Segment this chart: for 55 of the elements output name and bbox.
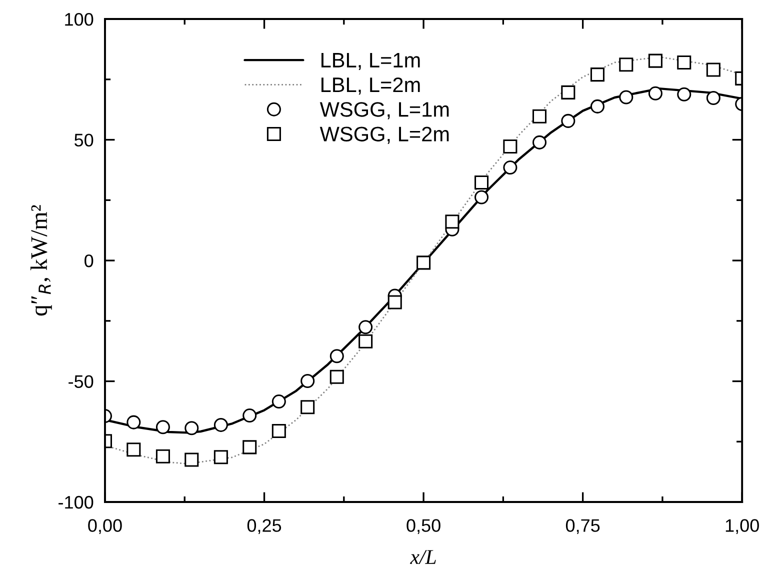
point [300, 400, 315, 414]
point [358, 320, 373, 334]
point [214, 450, 228, 464]
x-axis-title: x/L [410, 550, 436, 564]
point [126, 442, 141, 457]
y-tick-label: -50 [68, 375, 94, 388]
point [619, 90, 634, 104]
point [590, 99, 604, 114]
y-tick-label: 100 [65, 12, 94, 26]
y-tick-label: 0 [84, 254, 94, 268]
point [330, 349, 344, 364]
point [648, 54, 662, 68]
point [706, 62, 720, 77]
point [503, 140, 518, 154]
point [272, 424, 286, 438]
point [242, 408, 257, 423]
point [677, 55, 692, 70]
point [330, 370, 344, 384]
point [300, 374, 315, 388]
point [126, 415, 141, 430]
point [532, 109, 547, 124]
y-tick-label: 50 [74, 134, 94, 146]
point [416, 256, 431, 270]
point [561, 85, 576, 100]
legend-label: WSGG, L=2m [320, 126, 449, 144]
point [532, 135, 547, 150]
point [388, 295, 402, 310]
point [619, 58, 634, 72]
x-tick-label: 0,50 [406, 519, 440, 534]
point [445, 214, 460, 229]
point [156, 449, 170, 464]
point [214, 418, 228, 432]
x-tick-label: 0,25 [247, 519, 282, 534]
legend-label: LBL, L=2m [322, 77, 420, 95]
point [590, 68, 604, 82]
point [156, 420, 170, 434]
legend-label: LBL, L=1m [322, 53, 420, 70]
y-axis-title: q″$_{R}$, kW/m² [30, 205, 52, 316]
y-tick-label: -100 [58, 496, 94, 509]
x-tick-label: 0,00 [88, 519, 122, 534]
point [474, 190, 489, 204]
point [184, 452, 199, 467]
legend-label: WSGG, L=1m [320, 102, 449, 120]
point [184, 421, 199, 436]
point [358, 334, 373, 348]
point [561, 114, 576, 128]
point [474, 176, 489, 190]
point [242, 440, 257, 454]
point [648, 86, 662, 100]
x-tick-label: 1,00 [726, 519, 759, 534]
point [706, 90, 720, 106]
point [272, 394, 286, 409]
point [503, 160, 518, 175]
point [677, 87, 692, 102]
x-tick-label: 0,75 [566, 519, 600, 534]
